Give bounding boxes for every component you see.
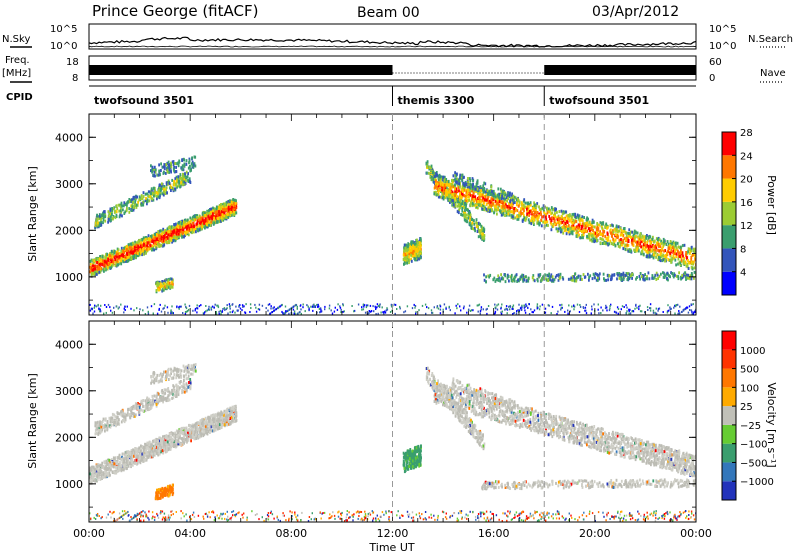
xtick-label: 00:00 xyxy=(73,527,105,540)
velocity-panel: 1000 2000 3000 4000 00:00 04:00 08:00 12:00 16:0… xyxy=(26,320,712,554)
colorbar-swatch xyxy=(722,406,736,425)
xtick-label: 04:00 xyxy=(174,527,206,540)
colorbar-swatch xyxy=(722,132,736,156)
noise-left-tick-top: 10^5 xyxy=(50,24,77,35)
colorbar-swatch xyxy=(722,349,736,369)
ytick-label: 3000 xyxy=(55,178,83,191)
xtick-label: 08:00 xyxy=(275,527,307,540)
noise-right-tick-top: 10^5 xyxy=(709,24,736,35)
colorbar-swatch xyxy=(722,201,736,226)
nsky-label: N.Sky xyxy=(2,34,30,45)
colorbar-swatch xyxy=(722,424,736,444)
power-colorbar-label: Power [dB] xyxy=(765,175,778,235)
colorbar-swatch xyxy=(722,462,736,482)
station-title: Prince George (fitACF) xyxy=(92,2,258,20)
noise-panel: 10^5 10^0 10^5 10^0 xyxy=(50,23,736,52)
freq-left-tick-top: 18 xyxy=(66,57,79,68)
freq-right-tick-top: 60 xyxy=(709,57,722,68)
xtick-label: 12:00 xyxy=(377,527,409,540)
cpid-label: CPID xyxy=(6,92,33,103)
freq-unit-label: [MHz] xyxy=(2,68,31,79)
velocity-ylabel: Slant Range [km] xyxy=(26,373,39,469)
noise-right-tick-bottom: 10^0 xyxy=(709,41,736,52)
beam-label: Beam 00 xyxy=(357,5,420,21)
colorbar-tick-label: 16 xyxy=(740,198,753,209)
time-xlabel: Time UT xyxy=(368,541,414,554)
freq-right-tick-bottom: 0 xyxy=(709,73,715,84)
xtick-label: 20:00 xyxy=(579,527,611,540)
colorbar-tick-label: 24 xyxy=(740,151,753,162)
freq-label: Freq. xyxy=(5,55,30,66)
noise-sky-line xyxy=(88,36,697,48)
ytick-label: 3000 xyxy=(55,385,83,398)
colorbar-swatch xyxy=(722,481,736,500)
colorbar-tick-label: 500 xyxy=(740,365,759,376)
freq-bar-segment-3 xyxy=(544,65,696,75)
xtick-label: 16:00 xyxy=(478,527,510,540)
colorbar-tick-label: 100 xyxy=(740,383,759,394)
colorbar-tick-label: −500 xyxy=(740,458,767,469)
xtick-label: 00:00 xyxy=(680,527,712,540)
noise-left-tick-bottom: 10^0 xyxy=(50,41,77,52)
nave-label: Nave xyxy=(760,68,786,79)
colorbar-swatch xyxy=(722,271,736,295)
colorbar-tick-label: 25 xyxy=(740,402,753,413)
freq-bar-segment-1 xyxy=(89,65,393,75)
ytick-label: 4000 xyxy=(55,131,83,144)
colorbar-tick-label: 12 xyxy=(740,221,753,232)
colorbar-tick-label: −1000 xyxy=(740,477,774,488)
colorbar-swatch xyxy=(722,225,736,249)
ytick-label: 4000 xyxy=(55,338,83,351)
nsearch-label: N.Search xyxy=(748,34,793,45)
colorbar-swatch xyxy=(722,331,736,350)
colorbar-tick-label: 8 xyxy=(740,244,746,255)
velocity-scatter xyxy=(89,363,696,522)
colorbar-swatch xyxy=(722,155,736,179)
cpid-segment-label: twofsound 3501 xyxy=(94,94,194,107)
power-ylabel: Slant Range [km] xyxy=(26,166,39,262)
colorbar-tick-label: 28 xyxy=(740,128,753,139)
freq-left-tick-bottom: 8 xyxy=(72,73,78,84)
colorbar-tick-label: 1000 xyxy=(740,346,765,357)
power-colorbar: 4 8 12 16 20 24 28 xyxy=(721,128,753,296)
noise-search-line xyxy=(88,45,697,48)
ytick-label: 2000 xyxy=(55,431,83,444)
ytick-label: 2000 xyxy=(55,224,83,237)
date-label: 03/Apr/2012 xyxy=(592,4,679,20)
cpid-segment-label: themis 3300 xyxy=(398,94,475,107)
colorbar-swatch xyxy=(722,178,736,202)
colorbar-tick-label: −25 xyxy=(740,421,761,432)
colorbar-swatch xyxy=(722,387,736,407)
cpid-panel: twofsound 3501 themis 3300 twofsound 3501 xyxy=(89,85,696,107)
colorbar-swatch xyxy=(722,368,736,388)
colorbar-tick-label: 4 xyxy=(740,268,746,279)
colorbar-tick-label: 20 xyxy=(740,175,753,186)
colorbar-tick-label: −100 xyxy=(740,440,767,451)
ytick-label: 1000 xyxy=(55,478,83,491)
velocity-colorbar-label: Velocity [m s⁻¹] xyxy=(765,382,778,467)
power-panel: 1000 2000 3000 4000 Slant Range [km] xyxy=(26,113,697,316)
colorbar-swatch xyxy=(722,248,736,272)
cpid-segment-label: twofsound 3501 xyxy=(549,94,649,107)
colorbar-swatch xyxy=(722,443,736,463)
velocity-colorbar: 1000 500 100 25 −25 −100 −500 −1000 xyxy=(721,330,774,501)
freq-panel: 18 8 60 0 xyxy=(66,55,722,84)
ytick-label: 1000 xyxy=(55,271,83,284)
power-scatter xyxy=(89,155,696,315)
